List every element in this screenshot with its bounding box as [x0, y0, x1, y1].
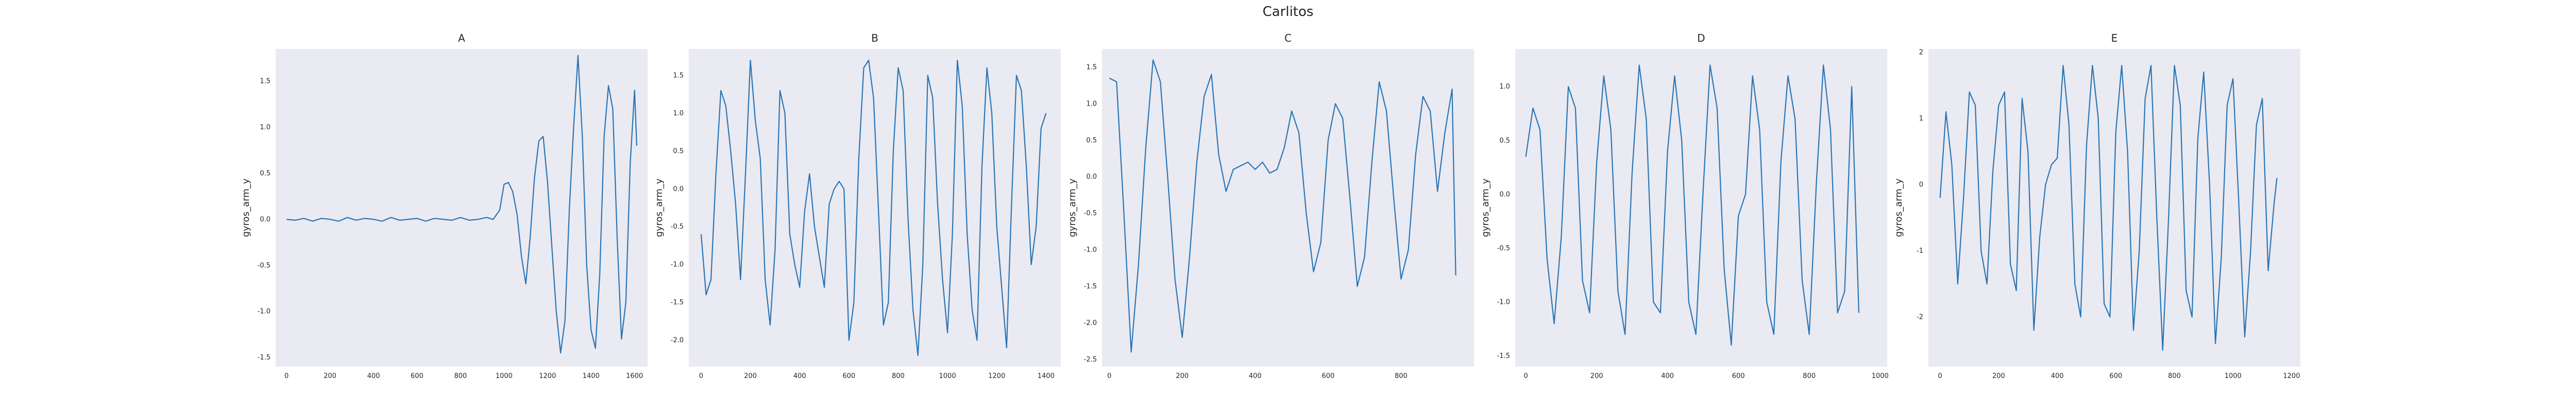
x-tick-label: 0	[699, 372, 703, 380]
panel-A: A 0 200 400 600 800 1000 1200 1400 1600 -1.5 -1.0 -0…	[241, 32, 648, 380]
y-tick-label: -2.5	[1084, 356, 1097, 364]
x-tick-label: 800	[892, 372, 905, 380]
x-tick-label: 800	[2168, 372, 2181, 380]
y-tick-label: 0.0	[673, 185, 684, 193]
y-tick-label: -1.5	[671, 299, 684, 306]
x-tick-label: 0	[1107, 372, 1111, 380]
x-tick-label: 0	[1523, 372, 1528, 380]
y-tick-label: -2	[1917, 314, 1923, 321]
y-tick-label: 1	[1919, 115, 1923, 123]
x-tick-label: 1200	[988, 372, 1005, 380]
panel-background	[1102, 49, 1474, 367]
y-tick-label: -0.5	[1084, 210, 1097, 217]
panel-E: E 0 200 400 600 800 1000 1200 -2 -1 0 1 2 gyros_arm_y	[1893, 32, 2300, 380]
y-tick-label: 1.0	[673, 110, 684, 117]
y-tick-label: 1.0	[260, 124, 270, 131]
x-tick-label: 200	[324, 372, 336, 380]
y-tick-label: 1.0	[1086, 100, 1097, 108]
x-tick-label: 400	[793, 372, 806, 380]
y-tick-label: -1.5	[258, 354, 270, 362]
x-tick-label: 200	[1992, 372, 2005, 380]
panel-title: E	[2111, 32, 2118, 44]
panel-background	[276, 49, 648, 367]
x-tick-label: 400	[367, 372, 380, 380]
series-line	[1109, 59, 1456, 353]
x-tick-label: 1000	[496, 372, 513, 380]
y-tick-label: -1.5	[1084, 283, 1097, 290]
series-line	[286, 55, 637, 354]
x-tick-label: 0	[1938, 372, 1942, 380]
y-tick-label: 1.5	[673, 72, 684, 79]
y-tick-label: 0.5	[673, 147, 684, 155]
panel-D: D 0 200 400 600 800 1000 -1.5 -1.0 -0.5 0.0 0.5 1.0 g…	[1480, 32, 1889, 380]
y-axis-label: gyros_arm_y	[654, 178, 665, 237]
x-tick-label: 200	[1176, 372, 1189, 380]
panel-C: C 0 200 400 600 800 -2.5 -2.0 -1.5 -1.0 -0.5 0.0 0.5…	[1067, 32, 1474, 380]
y-tick-label: 1.5	[260, 78, 270, 85]
x-tick-label: 600	[2109, 372, 2122, 380]
y-tick-label: 0.0	[1499, 191, 1510, 198]
y-tick-label: -1.5	[1497, 352, 1510, 360]
y-tick-label: -2.0	[1084, 319, 1097, 327]
y-tick-label: -1.0	[671, 261, 684, 269]
y-tick-label: -1.0	[1084, 246, 1097, 254]
x-tick-label: 1600	[626, 372, 643, 380]
y-tick-label: 0	[1919, 181, 1923, 189]
y-tick-label: -0.5	[671, 223, 684, 231]
y-tick-label: 1.0	[1499, 83, 1510, 91]
x-tick-label: 800	[1395, 372, 1408, 380]
y-axis-label: gyros_arm_y	[241, 178, 251, 237]
y-tick-label: -0.5	[258, 262, 270, 269]
y-axis-label: gyros_arm_y	[1480, 178, 1491, 237]
x-tick-label: 1400	[1038, 372, 1055, 380]
series-line	[1525, 64, 1860, 346]
y-axis-label: gyros_arm_y	[1893, 178, 1904, 237]
y-tick-label: 0.5	[260, 169, 270, 177]
y-tick-label: 0.0	[260, 216, 270, 224]
panel-background	[1515, 49, 1887, 367]
y-tick-label: 0.5	[1086, 136, 1097, 144]
panel-title: C	[1284, 32, 1292, 44]
panel-title: B	[871, 32, 878, 44]
x-tick-label: 200	[1590, 372, 1603, 380]
x-tick-label: 400	[1249, 372, 1262, 380]
x-tick-label: 800	[1803, 372, 1816, 380]
y-tick-label: -1	[1917, 247, 1923, 255]
x-tick-label: 600	[1732, 372, 1745, 380]
figure-title: Carlitos	[1262, 4, 1314, 20]
y-tick-label: -1.0	[258, 308, 270, 316]
x-tick-label: 1000	[939, 372, 956, 380]
x-tick-label: 600	[842, 372, 855, 380]
x-tick-label: 200	[744, 372, 757, 380]
panel-B: B 0 200 400 600 800 1000 1200 1400 -2.0 -1.5 -1.0 -0…	[654, 32, 1061, 380]
y-tick-label: -1.0	[1497, 299, 1510, 306]
series-line	[1939, 64, 2278, 351]
x-tick-label: 400	[1661, 372, 1674, 380]
y-tick-label: 2	[1919, 48, 1923, 56]
x-tick-label: 600	[1321, 372, 1334, 380]
y-tick-label: 0.5	[1499, 137, 1510, 145]
x-tick-label: 1000	[1872, 372, 1889, 380]
x-tick-label: 400	[2051, 372, 2064, 380]
panel-title: A	[458, 32, 465, 44]
x-tick-label: 0	[284, 372, 289, 380]
x-tick-label: 1000	[2225, 372, 2242, 380]
x-tick-label: 1200	[2283, 372, 2300, 380]
y-axis-label: gyros_arm_y	[1067, 178, 1078, 237]
x-tick-label: 800	[454, 372, 467, 380]
series-line	[700, 59, 1047, 356]
panel-background	[1928, 49, 2300, 367]
y-tick-label: -0.5	[1497, 245, 1510, 252]
y-tick-label: 0.0	[1086, 173, 1097, 181]
x-tick-label: 600	[411, 372, 423, 380]
y-tick-label: 1.5	[1086, 63, 1097, 71]
panel-title: D	[1697, 32, 1705, 44]
x-tick-label: 1200	[539, 372, 556, 380]
y-tick-label: -2.0	[671, 337, 684, 345]
x-tick-label: 1400	[583, 372, 600, 380]
panel-background	[689, 49, 1061, 367]
